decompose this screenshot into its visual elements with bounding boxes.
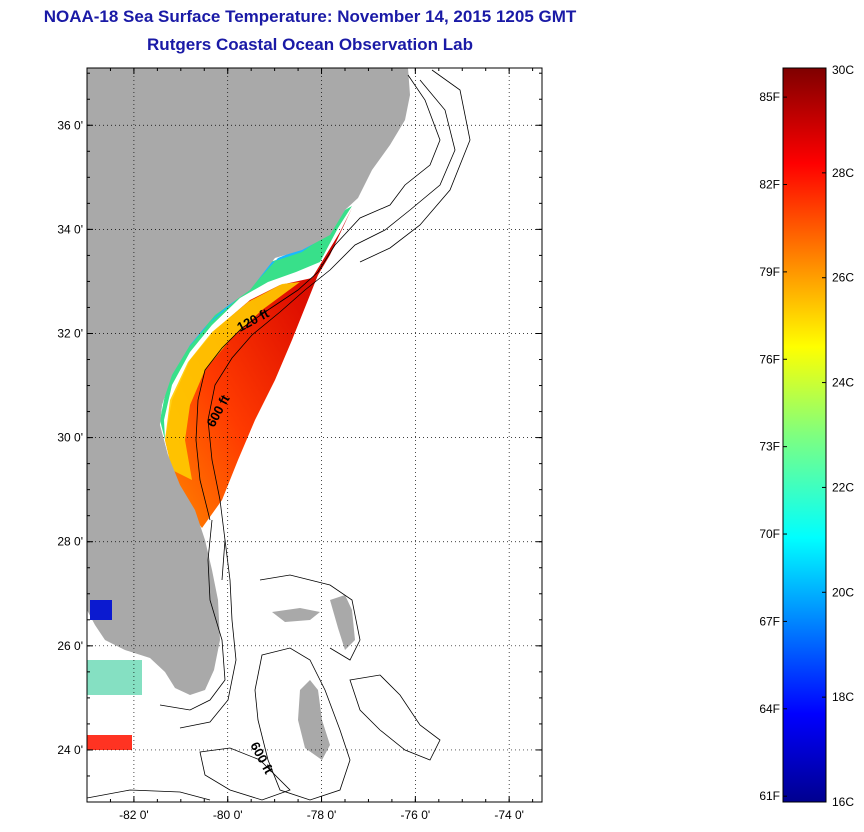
map-axes: -82 0' -80 0' -78 0' -76 0' -74 0' 36 0' 34 0'… <box>57 68 542 822</box>
lat-tick-label: 30 0' <box>57 431 83 445</box>
colorbar-label-fahrenheit: 67F <box>759 614 780 628</box>
colorbar-label-fahrenheit: 79F <box>759 265 780 279</box>
lat-tick-label: 36 0' <box>57 118 83 132</box>
map-title: NOAA-18 Sea Surface Temperature: Novembe… <box>43 7 577 26</box>
land-abaco <box>330 595 355 650</box>
lon-tick-label: -78 0' <box>307 808 337 822</box>
lon-tick-label: -76 0' <box>401 808 431 822</box>
sst-swath-mid <box>165 282 300 480</box>
colorbar-label-fahrenheit: 64F <box>759 702 780 716</box>
lat-tick-label: 24 0' <box>57 743 83 757</box>
colorbar-label-fahrenheit: 85F <box>759 90 780 104</box>
sst-swath-warm <box>165 208 352 528</box>
colorbar-label-fahrenheit: 82F <box>759 178 780 192</box>
map-frame <box>86 67 543 803</box>
colorbar-label-fahrenheit: 70F <box>759 527 780 541</box>
land-andros <box>298 680 330 760</box>
colorbar-label-celsius: 20C <box>832 585 854 599</box>
colorbar-label-celsius: 26C <box>832 271 854 285</box>
sst-patch-gulf <box>87 660 142 695</box>
lat-tick-label: 34 0' <box>57 222 83 236</box>
map-subtitle: Rutgers Coastal Ocean Observation Lab <box>147 35 473 54</box>
colorbar-label-celsius: 24C <box>832 376 854 390</box>
sst-patch-keys <box>87 735 132 750</box>
land-mainland <box>87 68 410 695</box>
colorbar-label-celsius: 22C <box>832 480 854 494</box>
colorbar-label-celsius: 28C <box>832 166 854 180</box>
colorbar-label-celsius: 30C <box>832 63 854 77</box>
lon-tick-label: -74 0' <box>494 808 524 822</box>
lon-tick-label: -82 0' <box>119 808 149 822</box>
colorbar <box>782 67 827 803</box>
depth-contours <box>87 69 471 801</box>
colorbar-labels: 30C 28C 26C 24C 22C 20C 18C 16C 85F 82F 79F 76F 73F 7… <box>759 63 854 809</box>
colorbar-label-fahrenheit: 61F <box>759 789 780 803</box>
lat-tick-label: 28 0' <box>57 535 83 549</box>
sst-patch-gulf-blue <box>90 600 112 620</box>
lon-tick-label: -80 0' <box>213 808 243 822</box>
colorbar-label-celsius: 18C <box>832 690 854 704</box>
colorbar-label-celsius: 16C <box>832 795 854 809</box>
land-grand-bahama <box>272 608 320 622</box>
contour-label-600ft-south: 600 ft <box>247 739 277 777</box>
lat-tick-label: 32 0' <box>57 326 83 340</box>
lat-tick-label: 26 0' <box>57 639 83 653</box>
colorbar-label-fahrenheit: 73F <box>759 440 780 454</box>
colorbar-label-fahrenheit: 76F <box>759 352 780 366</box>
sst-swath-cool <box>160 206 352 440</box>
